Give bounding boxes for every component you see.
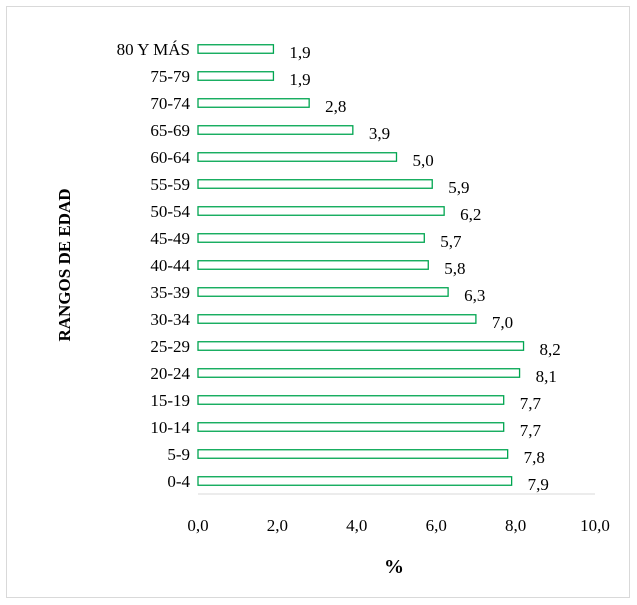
- chart-frame: [6, 6, 630, 598]
- category-label: 15-19: [150, 391, 190, 410]
- category-label: 55-59: [150, 175, 190, 194]
- category-label: 30-34: [150, 310, 190, 329]
- data-label: 6,3: [464, 286, 485, 305]
- category-label: 80 Y MÁS: [117, 40, 190, 59]
- bar-10-14: [197, 422, 505, 432]
- data-label: 7,7: [520, 421, 542, 440]
- bar-30-34: [197, 314, 477, 324]
- data-label: 1,9: [289, 70, 310, 89]
- category-label: 50-54: [150, 202, 190, 221]
- data-label: 2,8: [325, 97, 346, 116]
- data-label: 8,2: [540, 340, 561, 359]
- data-label: 5,9: [448, 178, 469, 197]
- y-axis-title: RANGOS DE EDAD: [55, 188, 74, 341]
- data-label: 1,9: [289, 43, 310, 62]
- data-label: 8,1: [536, 367, 557, 386]
- bar-55-59: [197, 179, 433, 189]
- x-tick-labels-group: 0,0 2,0 4,0 6,0 8,0 10,0: [187, 516, 610, 535]
- bar-60-64: [197, 152, 398, 162]
- bar-25-29: [197, 341, 525, 351]
- bar-20-24: [197, 368, 521, 378]
- category-label: 5-9: [167, 445, 190, 464]
- bar-50-54: [197, 206, 445, 216]
- bar-70-74: [197, 98, 310, 108]
- bar-80-y-m-s: [197, 44, 275, 54]
- category-label: 45-49: [150, 229, 190, 248]
- x-tick-label: 8,0: [505, 516, 526, 535]
- bar-45-49: [197, 233, 425, 243]
- bar-0-4: [197, 476, 513, 486]
- bars-group: [197, 44, 525, 486]
- x-tick-label: 4,0: [346, 516, 367, 535]
- category-label: 20-24: [150, 364, 190, 383]
- x-tick-label: 6,0: [426, 516, 447, 535]
- data-label: 7,8: [524, 448, 545, 467]
- bar-15-19: [197, 395, 505, 405]
- category-labels-group: 80 Y MÁS 75-79 70-74 65-69 60-64 55-59 50-54 45…: [117, 40, 191, 491]
- x-tick-label: 2,0: [267, 516, 288, 535]
- data-label: 5,0: [413, 151, 434, 170]
- category-label: 75-79: [150, 67, 190, 86]
- x-axis-title: %: [384, 556, 404, 578]
- x-tick-label: 0,0: [187, 516, 208, 535]
- data-label: 7,7: [520, 394, 542, 413]
- bar-40-44: [197, 260, 429, 270]
- bar-65-69: [197, 125, 354, 135]
- data-label: 3,9: [369, 124, 390, 143]
- bar-5-9: [197, 449, 509, 459]
- data-label: 5,8: [444, 259, 465, 278]
- data-label: 6,2: [460, 205, 481, 224]
- bar-35-39: [197, 287, 449, 297]
- category-label: 0-4: [167, 472, 190, 491]
- category-label: 70-74: [150, 94, 190, 113]
- data-labels-group: 1,9 1,9 2,8 3,9 5,0 5,9 6,2 5,7 5,8 6,3 7,0 8,2 8,1 7…: [289, 43, 560, 494]
- bar-75-79: [197, 71, 275, 81]
- data-label: 7,9: [528, 475, 549, 494]
- data-label: 7,0: [492, 313, 513, 332]
- category-label: 65-69: [150, 121, 190, 140]
- data-label: 5,7: [440, 232, 462, 251]
- category-label: 25-29: [150, 337, 190, 356]
- category-label: 35-39: [150, 283, 190, 302]
- x-tick-label: 10,0: [580, 516, 610, 535]
- category-label: 60-64: [150, 148, 190, 167]
- category-label: 40-44: [150, 256, 190, 275]
- category-label: 10-14: [150, 418, 190, 437]
